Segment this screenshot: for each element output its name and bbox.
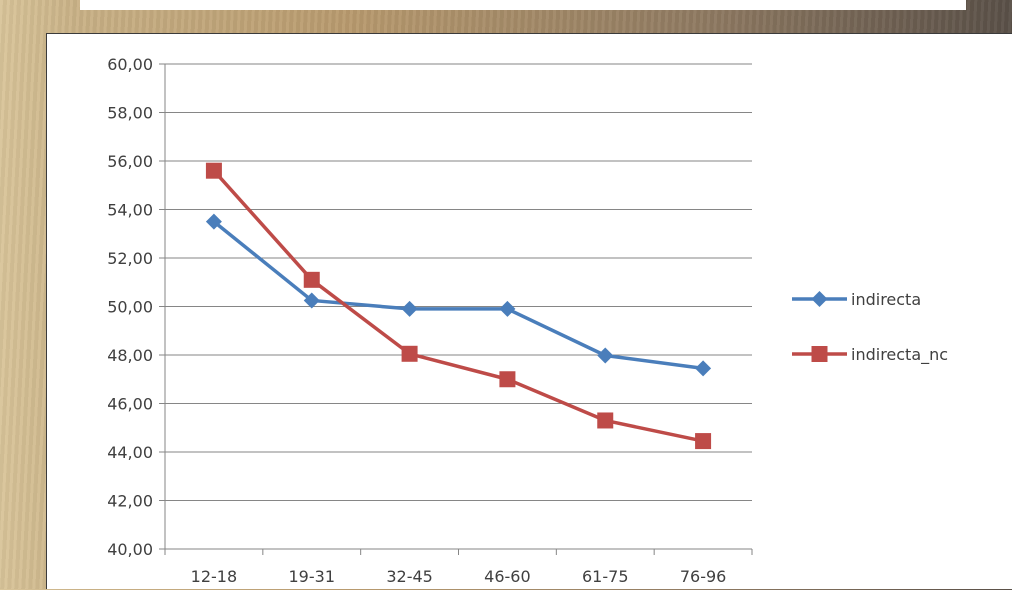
axes: 40,00 42,00 44,00 46,00 48,00 50,00 52,00 54,00… bbox=[107, 55, 753, 586]
y-tick-label: 54,00 bbox=[107, 201, 153, 220]
x-tick-label: 19-31 bbox=[289, 567, 336, 586]
data-point-diamond bbox=[811, 291, 828, 307]
chart-area: 40,00 42,00 44,00 46,00 48,00 50,00 52,00 54,00… bbox=[46, 33, 1012, 589]
x-tick-label: 76-96 bbox=[680, 567, 727, 586]
series-group bbox=[205, 162, 712, 450]
x-tick-label: 12-18 bbox=[191, 567, 238, 586]
data-point-square bbox=[695, 433, 712, 450]
data-point-diamond bbox=[205, 213, 222, 230]
y-tick-label: 56,00 bbox=[107, 152, 153, 171]
y-tick-label: 46,00 bbox=[107, 395, 153, 414]
series-line-indirecta_nc bbox=[212, 169, 704, 443]
y-tick-label: 58,00 bbox=[107, 104, 153, 123]
legend-label-indirecta: indirecta bbox=[851, 290, 921, 309]
data-point-diamond bbox=[597, 347, 614, 364]
x-tick-label: 46-60 bbox=[484, 567, 530, 586]
y-tick-label: 60,00 bbox=[107, 55, 153, 74]
legend-label-indirecta_nc: indirecta_nc bbox=[851, 345, 948, 365]
data-point-square bbox=[205, 162, 222, 179]
data-point-square bbox=[401, 345, 418, 362]
y-tick-label: 50,00 bbox=[107, 298, 153, 317]
data-point-square bbox=[811, 346, 828, 362]
x-tick-label: 32-45 bbox=[386, 567, 433, 586]
data-point-square bbox=[597, 412, 614, 429]
y-tick-label: 48,00 bbox=[107, 346, 153, 365]
data-point-square bbox=[499, 371, 516, 388]
gridlines bbox=[165, 63, 752, 501]
series-line-indirecta bbox=[212, 220, 704, 371]
legend: indirecta indirecta_nc bbox=[792, 290, 948, 365]
y-tick-label: 42,00 bbox=[107, 492, 153, 511]
data-point-diamond bbox=[401, 300, 418, 317]
line-chart: 40,00 42,00 44,00 46,00 48,00 50,00 52,00 54,00… bbox=[107, 55, 948, 586]
data-point-diamond bbox=[303, 292, 320, 309]
x-tick-label: 61-75 bbox=[582, 567, 629, 586]
y-tick-label: 44,00 bbox=[107, 443, 153, 462]
y-tick-label: 52,00 bbox=[107, 249, 153, 268]
y-tick-label: 40,00 bbox=[107, 540, 153, 559]
slide-top-strip bbox=[80, 0, 966, 10]
data-point-diamond bbox=[695, 360, 712, 377]
data-point-square bbox=[303, 271, 320, 288]
data-point-diamond bbox=[499, 300, 516, 317]
